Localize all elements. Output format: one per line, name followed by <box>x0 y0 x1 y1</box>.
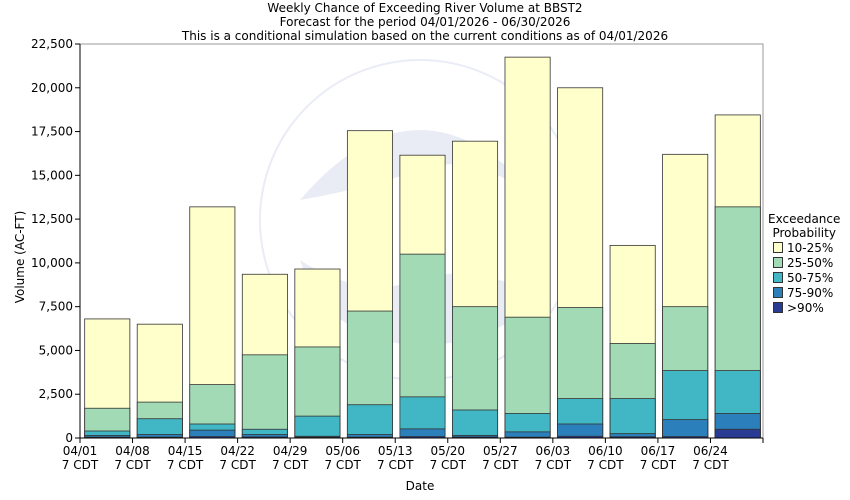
x-tick-sublabel: 7 CDT <box>692 458 729 472</box>
legend-title-line: Exceedance <box>768 212 841 226</box>
y-tick-label: 12,500 <box>31 212 73 226</box>
legend-item: 50-75% <box>773 270 840 285</box>
bar-75-90-11 <box>662 419 709 439</box>
x-tick-label: 06/03 <box>536 444 571 458</box>
bar-25-50-3 <box>241 354 288 439</box>
x-tick-sublabel: 7 CDT <box>62 458 99 472</box>
x-tick-sublabel: 7 CDT <box>430 458 467 472</box>
x-tick-sublabel: 7 CDT <box>640 458 677 472</box>
chart-subtitle-conditions: This is a conditional simulation based o… <box>181 29 669 43</box>
legend-label: 25-50% <box>787 255 834 270</box>
chart-subtitle-period: Forecast for the period 04/01/2026 - 06/… <box>279 15 571 29</box>
legend-item: 75-90% <box>773 285 840 300</box>
legend-item: 25-50% <box>773 255 840 270</box>
bar-50-75-10 <box>609 398 656 439</box>
legend-label: 50-75% <box>787 270 834 285</box>
x-tick-sublabel: 7 CDT <box>167 458 204 472</box>
legend-item: >90% <box>773 300 840 315</box>
legend-items: 10-25% 25-50% 50-75% 75-90% >90% <box>768 240 840 315</box>
y-tick-label: 5,000 <box>39 343 73 357</box>
bars-group <box>84 56 761 439</box>
bar-50-75-5 <box>346 404 393 439</box>
y-tick-label: 10,000 <box>31 256 73 270</box>
legend-swatch <box>773 242 783 253</box>
x-tick-label: 04/08 <box>115 444 150 458</box>
legend-swatch <box>773 302 783 313</box>
x-tick-label: 06/24 <box>693 444 728 458</box>
x-tick-sublabel: 7 CDT <box>219 458 256 472</box>
x-tick-sublabel: 7 CDT <box>324 458 361 472</box>
y-tick-label: 0 <box>65 431 73 445</box>
x-tick-label: 04/22 <box>220 444 255 458</box>
axes-group: 0 2,500 5,000 7,500 10,000 12,500 15,000 17,500… <box>31 37 764 472</box>
legend-label: >90% <box>787 300 824 315</box>
legend-label: 10-25% <box>787 240 834 255</box>
y-axis-label: Volume (AC-FT) <box>13 210 27 304</box>
y-tick-label: 20,000 <box>31 81 73 95</box>
y-tick-label: 2,500 <box>39 387 73 401</box>
bar-50-75-4 <box>294 415 341 439</box>
legend-swatch <box>773 257 783 268</box>
x-tick-label: 06/10 <box>588 444 623 458</box>
x-tick-label: 05/20 <box>430 444 465 458</box>
x-tick-sublabel: 7 CDT <box>482 458 519 472</box>
x-tick-label: 04/15 <box>168 444 203 458</box>
legend-label: 75-90% <box>787 285 834 300</box>
x-tick-label: 05/13 <box>378 444 413 458</box>
y-tick-label: 15,000 <box>31 168 73 182</box>
legend: Exceedance Probability 10-25% 25-50% 50-75… <box>768 212 840 315</box>
bar-50-75-7 <box>452 409 499 439</box>
x-tick-sublabel: 7 CDT <box>377 458 414 472</box>
x-tick-sublabel: 7 CDT <box>535 458 572 472</box>
legend-title-line: Probability <box>772 226 836 240</box>
y-tick-label: 22,500 <box>31 37 73 51</box>
bar-90-12 <box>714 428 761 439</box>
x-tick-label: 05/06 <box>325 444 360 458</box>
y-tick-label: 17,500 <box>31 125 73 139</box>
legend-swatch <box>773 272 783 283</box>
x-tick-label: 05/27 <box>483 444 518 458</box>
x-tick-label: 04/29 <box>273 444 308 458</box>
x-tick-label: 06/17 <box>641 444 676 458</box>
y-tick-label: 7,500 <box>39 300 73 314</box>
legend-swatch <box>773 287 783 298</box>
x-tick-sublabel: 7 CDT <box>587 458 624 472</box>
x-tick-sublabel: 7 CDT <box>114 458 151 472</box>
legend-item: 10-25% <box>773 240 840 255</box>
x-tick-label: 04/01 <box>63 444 98 458</box>
x-axis-label: Date <box>405 479 435 493</box>
chart-title-line: Weekly Chance of Exceeding River Volume … <box>267 1 583 15</box>
x-tick-sublabel: 7 CDT <box>272 458 309 472</box>
